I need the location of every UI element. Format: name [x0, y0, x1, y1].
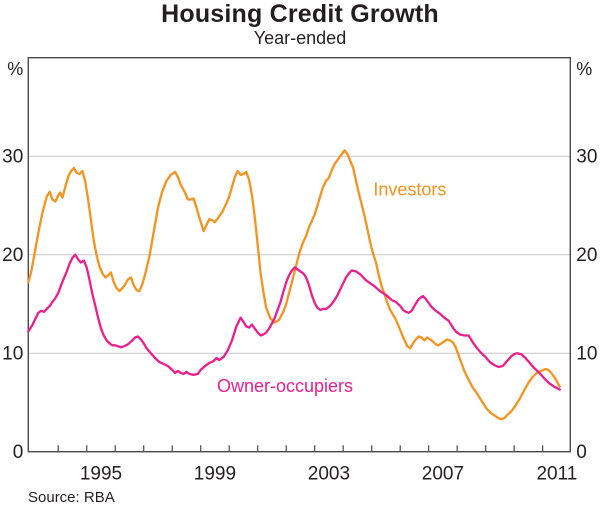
y-axis-unit-right: %: [576, 59, 592, 79]
x-tick-label-1999: 1999: [194, 464, 236, 485]
x-tick-label-2011: 2011: [536, 464, 577, 485]
series-label-investors: Investors: [373, 180, 446, 200]
source-note: Source: RBA: [28, 489, 115, 506]
y-axis-unit-left: %: [7, 59, 23, 79]
series-label-owner-occupiers: Owner-occupiers: [217, 376, 353, 396]
y-tick-label-right-30: 30: [576, 147, 597, 168]
chart-title: Housing Credit Growth: [161, 0, 439, 28]
x-tick-label-1995: 1995: [80, 464, 122, 485]
y-tick-label-left-10: 10: [2, 344, 23, 365]
y-tick-label-left-0: 0: [13, 442, 24, 463]
y-tick-label-right-0: 0: [576, 442, 587, 463]
y-tick-label-right-10: 10: [576, 344, 597, 365]
x-tick-label-2007: 2007: [422, 464, 464, 485]
y-tick-label-left-20: 20: [2, 245, 23, 266]
series-line-owner-occupiers: [27, 253, 561, 391]
series-line-investors: [27, 149, 561, 421]
y-tick-label-right-20: 20: [576, 245, 597, 266]
chart-subtitle: Year-ended: [253, 28, 347, 48]
axis-frame: [27, 57, 571, 453]
y-tick-label-left-30: 30: [2, 147, 23, 168]
x-tick-label-2003: 2003: [308, 464, 350, 485]
